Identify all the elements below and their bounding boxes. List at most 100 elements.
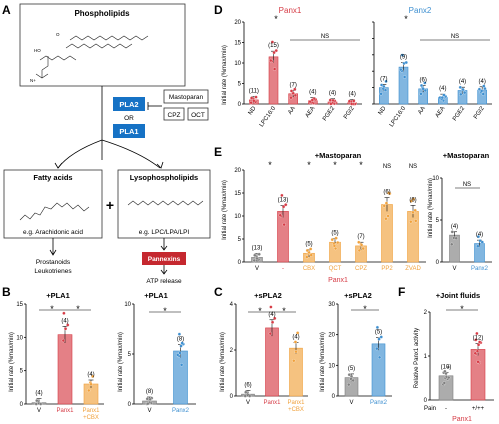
- data-point: [409, 220, 413, 224]
- x-tick-label: V: [246, 400, 250, 406]
- data-point: [293, 93, 298, 98]
- panel-c-title-2: +sPLA2: [344, 291, 372, 300]
- panel-letter-d: D: [214, 3, 223, 17]
- data-point: [377, 355, 382, 360]
- data-point: [400, 53, 405, 57]
- pannexin-arrow: [160, 265, 168, 275]
- n-label: (6): [383, 190, 390, 196]
- significance-mark: *: [333, 160, 337, 170]
- data-point: [352, 99, 356, 103]
- pannexins-label: Pannexins: [148, 256, 181, 263]
- y-tick-label: 2: [230, 348, 234, 354]
- panel-f-title: +Joint fluids: [436, 291, 480, 300]
- data-point: [294, 350, 298, 354]
- data-point: [308, 247, 313, 251]
- data-point: [419, 92, 423, 96]
- panel-e-title-1: +Mastoparan: [315, 151, 362, 160]
- y-tick-label: 0: [20, 402, 24, 408]
- data-point: [291, 91, 295, 95]
- data-point: [89, 382, 93, 386]
- significance-star: *: [460, 304, 464, 314]
- n-label: (5): [375, 330, 382, 336]
- lyso-example-label: e.g. LPC/LPA/LPI: [139, 229, 190, 236]
- data-point: [272, 67, 277, 71]
- x-tick-label: AA: [417, 106, 427, 116]
- data-point: [148, 397, 152, 401]
- y-tick-label: 0: [424, 398, 428, 404]
- x-tick-label: Panx2: [471, 266, 489, 272]
- bar: [398, 66, 409, 105]
- significance-mark: NS: [409, 164, 417, 170]
- data-point: [413, 208, 417, 213]
- bar: [407, 211, 419, 263]
- data-point: [475, 349, 480, 353]
- panel-d-ylabel: Initial rate (%max/min): [222, 45, 228, 105]
- panel-c-plot-2: 0 10 20 30 (5) V (5) Panx2 *: [328, 302, 392, 406]
- y-tick-label: 5: [238, 82, 242, 88]
- data-point: [334, 236, 338, 240]
- n-label: (15): [268, 43, 279, 49]
- data-point: [292, 359, 296, 363]
- data-point: [310, 98, 314, 102]
- data-point: [91, 374, 95, 379]
- panel-d-title-panx1: Panx1: [279, 6, 302, 15]
- significance-star: *: [76, 304, 80, 314]
- n-label: (4): [329, 91, 336, 97]
- arrow-heads: [54, 161, 164, 169]
- data-point: [280, 193, 284, 198]
- panel-e-group-label: Panx1: [328, 277, 348, 284]
- data-point: [305, 255, 309, 259]
- bar: [289, 347, 303, 397]
- y-tick-label: 15: [234, 41, 241, 47]
- lyso-structure: [127, 200, 204, 206]
- ns-label: NS: [463, 182, 471, 188]
- x-tick-label: PGE2: [452, 105, 466, 122]
- data-point: [252, 258, 256, 263]
- data-point: [347, 373, 351, 377]
- data-point: [379, 92, 383, 96]
- data-point: [409, 199, 414, 203]
- data-point: [244, 390, 248, 394]
- n-label: (5): [305, 242, 312, 248]
- data-point: [254, 95, 258, 99]
- data-point: [180, 341, 184, 345]
- data-point: [383, 88, 388, 92]
- data-point: [177, 332, 182, 336]
- n-label: (6): [419, 78, 426, 84]
- data-point: [463, 90, 467, 95]
- data-point: [477, 87, 482, 91]
- data-point: [270, 40, 275, 44]
- ns-label: NS: [321, 34, 329, 40]
- data-point: [347, 382, 351, 387]
- svg-text:N+: N+: [30, 78, 36, 83]
- data-point: [476, 235, 481, 239]
- n-label: (4): [478, 79, 485, 85]
- y-tick-label: 0: [238, 260, 242, 266]
- data-point: [454, 236, 458, 240]
- panel-f-plot: 0 1 2 (10) (12) - +/++ *: [424, 304, 494, 412]
- data-point: [440, 95, 444, 100]
- data-point: [414, 219, 418, 223]
- y-tick-label: 0: [128, 402, 132, 408]
- panel-c-ylabel-2: Initial rate (%max/min): [320, 332, 326, 392]
- x-tick-label: Panx2: [370, 400, 388, 406]
- panel-f-group-label: Panx1: [452, 416, 472, 423]
- data-point: [257, 252, 261, 256]
- n-label: (4): [35, 391, 42, 397]
- data-point: [87, 388, 91, 393]
- data-point: [357, 248, 362, 253]
- data-point: [481, 92, 485, 96]
- data-point: [63, 327, 68, 331]
- data-point: [34, 402, 38, 406]
- y-tick-label: 10: [16, 335, 23, 341]
- n-label: (7): [380, 76, 387, 82]
- x-tick-label: V: [255, 266, 259, 272]
- pain-minus-label: -: [445, 406, 447, 412]
- y-tick-label: 5: [436, 218, 440, 224]
- n-label: (7): [357, 234, 364, 240]
- data-point: [295, 331, 300, 335]
- pannexins-box: [142, 252, 186, 265]
- significance-star: *: [363, 304, 367, 314]
- lyso-label: Lysophospholipids: [130, 173, 198, 182]
- leukotrienes-label: Leukotrienes: [34, 268, 72, 275]
